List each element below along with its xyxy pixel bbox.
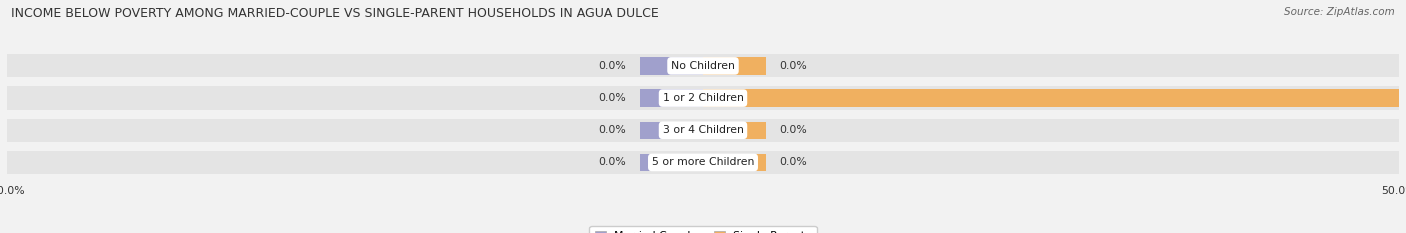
Text: 0.0%: 0.0%: [779, 125, 807, 135]
Text: 3 or 4 Children: 3 or 4 Children: [662, 125, 744, 135]
Bar: [7, 151, 1399, 174]
Bar: [640, 122, 703, 139]
Text: 5 or more Children: 5 or more Children: [652, 158, 754, 168]
Text: 0.0%: 0.0%: [599, 158, 627, 168]
Bar: [640, 57, 703, 75]
Text: 0.0%: 0.0%: [779, 61, 807, 71]
Bar: [703, 57, 766, 75]
Bar: [7, 86, 1399, 110]
Text: INCOME BELOW POVERTY AMONG MARRIED-COUPLE VS SINGLE-PARENT HOUSEHOLDS IN AGUA DU: INCOME BELOW POVERTY AMONG MARRIED-COUPL…: [11, 7, 659, 20]
Bar: [703, 89, 1399, 107]
Bar: [640, 154, 703, 171]
Text: 1 or 2 Children: 1 or 2 Children: [662, 93, 744, 103]
Text: 0.0%: 0.0%: [599, 93, 627, 103]
Bar: [640, 89, 703, 107]
Text: 0.0%: 0.0%: [599, 61, 627, 71]
Legend: Married Couples, Single Parents: Married Couples, Single Parents: [589, 226, 817, 233]
Text: No Children: No Children: [671, 61, 735, 71]
Bar: [703, 122, 766, 139]
Text: 0.0%: 0.0%: [779, 158, 807, 168]
Bar: [703, 154, 766, 171]
Text: Source: ZipAtlas.com: Source: ZipAtlas.com: [1284, 7, 1395, 17]
Bar: [7, 54, 1399, 78]
Bar: [7, 119, 1399, 142]
Text: 0.0%: 0.0%: [599, 125, 627, 135]
